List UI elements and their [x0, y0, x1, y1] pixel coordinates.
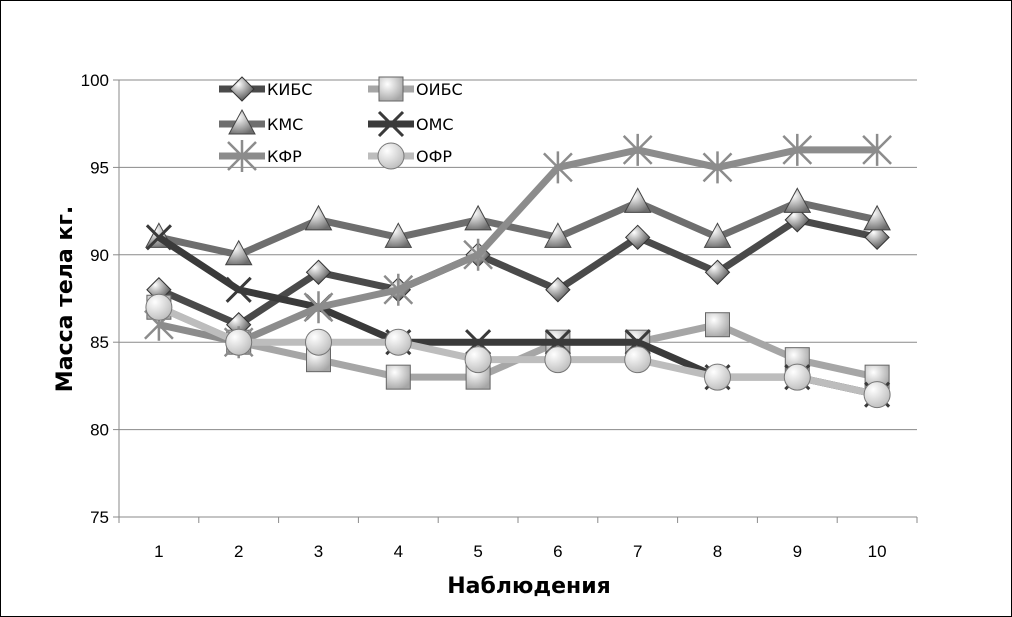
data-point	[862, 133, 892, 166]
legend-label: ОИБС	[416, 80, 463, 99]
data-point	[304, 204, 333, 231]
series-line	[157, 304, 878, 399]
legend-marker	[229, 76, 255, 102]
data-point	[702, 151, 733, 184]
data-point	[544, 346, 572, 374]
data-point	[704, 259, 731, 285]
data-point	[704, 363, 731, 391]
y-tick-label: 100	[81, 71, 109, 90]
legend-marker	[228, 108, 256, 135]
legend-item: КИБС	[219, 76, 312, 102]
data-point	[385, 364, 411, 390]
legend-label: КИБС	[267, 80, 312, 99]
legend-marker	[227, 140, 257, 172]
legend-item: ОИБС	[368, 76, 463, 102]
x-tick-label: 6	[553, 542, 562, 561]
series-lines	[144, 133, 892, 409]
legend-marker	[377, 110, 405, 138]
data-point	[544, 222, 572, 248]
data-point	[384, 222, 413, 248]
data-point	[224, 239, 253, 266]
series-ОФР	[145, 293, 891, 409]
data-point	[545, 277, 571, 303]
legend: КИБС ОИБС КМС ОМС КФР ОФР	[219, 76, 463, 172]
data-point	[145, 224, 172, 251]
legend-item: КФР	[219, 140, 302, 172]
legend-label: КМС	[267, 115, 303, 134]
y-tick-label: 85	[90, 333, 109, 352]
legend-label: ОМС	[416, 115, 454, 134]
x-tick-label: 1	[154, 542, 163, 561]
y-tick-label: 95	[90, 158, 109, 177]
data-point	[864, 224, 890, 251]
data-point	[384, 328, 412, 356]
data-point	[624, 224, 651, 251]
series-line	[157, 216, 878, 329]
legend-label: ОФР	[416, 147, 452, 166]
x-tick-label: 8	[713, 542, 722, 561]
y-axis-title: Масса тела кг.	[53, 206, 78, 392]
data-point	[863, 381, 891, 409]
x-tick-label: 10	[868, 542, 887, 561]
y-tick-label: 75	[90, 508, 109, 527]
x-tick-label: 2	[234, 542, 243, 561]
data-point	[783, 187, 812, 213]
data-point	[225, 328, 253, 356]
data-point	[784, 207, 811, 233]
x-tick-label: 9	[793, 542, 802, 561]
data-point	[782, 133, 813, 166]
series-line	[158, 146, 878, 346]
data-point	[305, 328, 332, 356]
data-point	[145, 293, 173, 321]
data-point	[863, 204, 891, 231]
series-line	[156, 234, 878, 399]
x-tick-label: 5	[473, 542, 482, 561]
data-point	[783, 363, 811, 391]
axes: 75 80 85 90 95 100 1 2 3 4 5 6 7 8 9 10	[81, 71, 918, 561]
data-point	[623, 187, 652, 213]
legend-marker	[378, 76, 404, 102]
x-tick-label: 4	[394, 542, 403, 561]
legend-marker	[377, 142, 405, 170]
legend-label: КФР	[267, 147, 302, 166]
data-point	[464, 346, 492, 374]
legend-item: ОМС	[368, 110, 454, 138]
y-tick-label: 80	[90, 421, 109, 440]
series-КМС	[145, 187, 891, 266]
data-point	[305, 259, 332, 285]
series-line	[158, 198, 878, 259]
legend-item: КМС	[219, 108, 303, 135]
data-point	[624, 346, 652, 374]
legend-item: ОФР	[368, 142, 452, 170]
x-tick-label: 3	[314, 542, 323, 561]
data-point	[622, 133, 653, 166]
data-point	[543, 151, 573, 184]
data-point	[383, 273, 414, 306]
data-point	[705, 312, 730, 338]
x-axis-title: Наблюдения	[447, 574, 611, 599]
data-point	[463, 238, 493, 271]
data-point	[225, 276, 252, 303]
y-tick-label: 90	[90, 246, 109, 265]
data-point	[703, 222, 732, 248]
data-point	[464, 204, 492, 231]
x-tick-label: 7	[633, 542, 642, 561]
data-point	[303, 291, 334, 324]
